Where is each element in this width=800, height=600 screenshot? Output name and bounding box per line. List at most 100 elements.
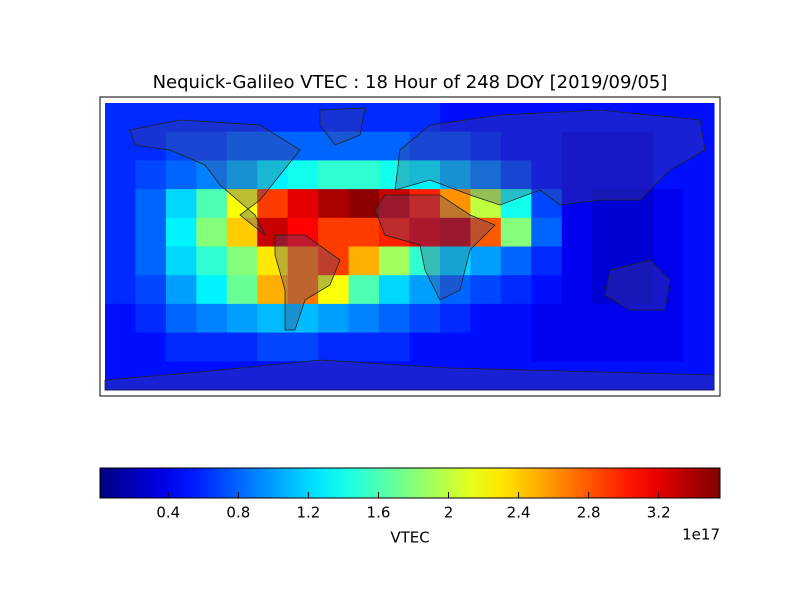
vtec-cell bbox=[439, 361, 471, 391]
heatmap bbox=[105, 103, 715, 391]
vtec-cell bbox=[653, 246, 685, 276]
vtec-cell bbox=[561, 275, 593, 305]
vtec-cell bbox=[226, 217, 258, 247]
vtec-cell bbox=[135, 303, 167, 334]
vtec-cell bbox=[531, 303, 563, 334]
vtec-cell bbox=[622, 332, 654, 362]
vtec-cell bbox=[683, 246, 715, 276]
vtec-cell bbox=[653, 332, 685, 362]
vtec-cell bbox=[226, 246, 258, 276]
vtec-cell bbox=[470, 332, 502, 362]
greenland bbox=[319, 107, 366, 146]
vtec-cell bbox=[105, 217, 136, 247]
vtec-cell bbox=[561, 246, 593, 276]
vtec-cell bbox=[226, 103, 258, 133]
vtec-cell bbox=[683, 160, 715, 190]
colorbar-tick-label: 1.6 bbox=[367, 504, 391, 522]
vtec-cell bbox=[287, 189, 319, 219]
vtec-cell bbox=[165, 131, 197, 161]
vtec-cell bbox=[500, 217, 532, 247]
vtec-cell bbox=[165, 103, 197, 133]
vtec-cell bbox=[226, 361, 258, 391]
vtec-cell bbox=[257, 131, 289, 161]
vtec-cell bbox=[439, 246, 471, 276]
vtec-cell bbox=[561, 189, 593, 219]
vtec-cell bbox=[105, 189, 136, 219]
vtec-cell bbox=[531, 361, 563, 391]
vtec-cell bbox=[318, 103, 350, 133]
vtec-cell bbox=[683, 217, 715, 247]
vtec-cell bbox=[683, 332, 715, 362]
vtec-cell bbox=[561, 332, 593, 362]
vtec-cell bbox=[622, 131, 654, 161]
vtec-cell bbox=[592, 361, 624, 391]
vtec-cell bbox=[561, 217, 593, 247]
vtec-cell bbox=[105, 246, 136, 276]
vtec-cell bbox=[500, 361, 532, 391]
colorbar-tick-label: 0.4 bbox=[156, 504, 180, 522]
vtec-cell bbox=[622, 217, 654, 247]
vtec-cell bbox=[165, 189, 197, 219]
colorbar-tick-label: 0.8 bbox=[226, 504, 250, 522]
vtec-cell bbox=[257, 103, 289, 133]
vtec-cell bbox=[653, 361, 685, 391]
vtec-cell bbox=[226, 303, 258, 334]
vtec-cell bbox=[287, 246, 319, 276]
vtec-cell bbox=[622, 103, 654, 133]
vtec-cell bbox=[287, 332, 319, 362]
vtec-cell bbox=[592, 246, 624, 276]
vtec-cell bbox=[226, 332, 258, 362]
vtec-cell bbox=[500, 189, 532, 219]
vtec-cell bbox=[592, 131, 624, 161]
vtec-cell bbox=[226, 160, 258, 190]
vtec-cell bbox=[531, 189, 563, 219]
vtec-cell bbox=[105, 303, 136, 334]
vtec-cell bbox=[500, 103, 532, 133]
vtec-cell bbox=[409, 303, 441, 334]
vtec-cell bbox=[470, 131, 502, 161]
vtec-cell bbox=[257, 303, 289, 334]
vtec-cell bbox=[348, 332, 380, 362]
vtec-cell bbox=[196, 332, 228, 362]
vtec-cell bbox=[257, 189, 289, 219]
eurasia bbox=[394, 109, 706, 206]
vtec-cell bbox=[196, 131, 228, 161]
vtec-cell bbox=[561, 131, 593, 161]
vtec-cell bbox=[287, 275, 319, 305]
vtec-cell bbox=[409, 131, 441, 161]
vtec-cell bbox=[348, 361, 380, 391]
vtec-cell bbox=[592, 303, 624, 334]
colorbar-tick-label: 2 bbox=[444, 504, 454, 522]
vtec-cell bbox=[348, 160, 380, 190]
south-america bbox=[274, 234, 341, 331]
vtec-cell bbox=[257, 217, 289, 247]
vtec-cell bbox=[318, 189, 350, 219]
vtec-cell bbox=[105, 160, 136, 190]
vtec-cell bbox=[135, 189, 167, 219]
vtec-cell bbox=[379, 332, 410, 362]
vtec-cell bbox=[196, 361, 228, 391]
vtec-cell bbox=[470, 275, 502, 305]
antarctica bbox=[104, 359, 715, 391]
vtec-cell bbox=[683, 303, 715, 334]
vtec-cell bbox=[135, 103, 167, 133]
vtec-cell bbox=[622, 160, 654, 190]
vtec-cell bbox=[348, 275, 380, 305]
colorbar-tick-label: 2.8 bbox=[577, 504, 601, 522]
vtec-cell bbox=[196, 189, 228, 219]
africa bbox=[374, 194, 496, 301]
chart-title: Nequick-Galileo VTEC : 18 Hour of 248 DO… bbox=[153, 72, 668, 93]
vtec-cell bbox=[500, 332, 532, 362]
vtec-cell bbox=[653, 131, 685, 161]
vtec-cell bbox=[287, 131, 319, 161]
vtec-cell bbox=[561, 103, 593, 133]
vtec-cell bbox=[439, 332, 471, 362]
vtec-cell bbox=[287, 361, 319, 391]
vtec-cell bbox=[318, 332, 350, 362]
vtec-cell bbox=[348, 246, 380, 276]
vtec-cell bbox=[531, 275, 563, 305]
vtec-cell bbox=[318, 275, 350, 305]
vtec-cell bbox=[287, 217, 319, 247]
vtec-cell bbox=[500, 246, 532, 276]
vtec-cell bbox=[196, 217, 228, 247]
